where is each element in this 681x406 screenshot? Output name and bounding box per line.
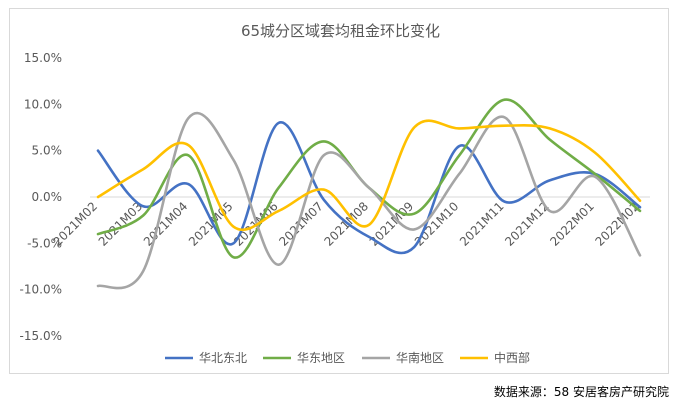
legend-label: 华南地区 — [396, 350, 444, 365]
x-tick-label: 2021M11 — [457, 199, 507, 249]
x-tick-label: 2021M03 — [96, 199, 146, 249]
series-line-4 — [96, 119, 642, 231]
x-tick-label: 2022M01 — [547, 199, 597, 249]
series-line-3 — [96, 111, 642, 290]
x-tick-label: 2021M07 — [276, 199, 326, 249]
y-tick-label: 0.0% — [32, 190, 63, 204]
y-tick-label: 10.0% — [24, 97, 62, 111]
y-tick-label: -15.0% — [20, 329, 62, 343]
y-tick-label: -5.0% — [27, 236, 62, 250]
chart-frame — [9, 8, 669, 374]
legend-label: 华东地区 — [297, 351, 345, 365]
source-note: 数据来源：58 安居客房产研究院 — [493, 385, 669, 399]
x-tick-label: 2021M02 — [51, 199, 101, 249]
legend-label: 华北东北 — [199, 351, 247, 365]
y-tick-label: 15.0% — [24, 51, 62, 65]
legend-label: 中西部 — [494, 350, 530, 365]
y-tick-label: 5.0% — [32, 144, 63, 158]
series-line-1 — [96, 121, 642, 255]
chart-title: 65城分区域套均租金环比变化 — [240, 22, 441, 40]
y-tick-label: -10.0% — [20, 283, 62, 297]
